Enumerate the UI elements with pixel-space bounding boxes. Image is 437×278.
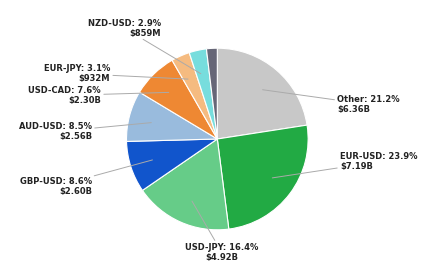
Text: Other: 21.2%
$6.36B: Other: 21.2% $6.36B: [263, 90, 400, 114]
Wedge shape: [139, 60, 217, 139]
Wedge shape: [189, 49, 217, 139]
Wedge shape: [127, 139, 217, 190]
Text: USD-JPY: 16.4%
$4.92B: USD-JPY: 16.4% $4.92B: [185, 201, 259, 262]
Wedge shape: [217, 125, 308, 229]
Text: AUD-USD: 8.5%
$2.56B: AUD-USD: 8.5% $2.56B: [19, 122, 151, 142]
Text: USD-CAD: 7.6%
$2.30B: USD-CAD: 7.6% $2.30B: [28, 86, 169, 105]
Text: EUR-USD: 23.9%
$7.19B: EUR-USD: 23.9% $7.19B: [272, 152, 417, 178]
Wedge shape: [217, 48, 307, 139]
Wedge shape: [126, 92, 217, 142]
Wedge shape: [206, 48, 217, 139]
Text: EUR-JPY: 3.1%
$932M: EUR-JPY: 3.1% $932M: [44, 64, 188, 83]
Wedge shape: [142, 139, 229, 230]
Text: NZD-USD: 2.9%
$859M: NZD-USD: 2.9% $859M: [88, 19, 201, 74]
Text: GBP-USD: 8.6%
$2.60B: GBP-USD: 8.6% $2.60B: [20, 160, 153, 196]
Wedge shape: [172, 53, 217, 139]
